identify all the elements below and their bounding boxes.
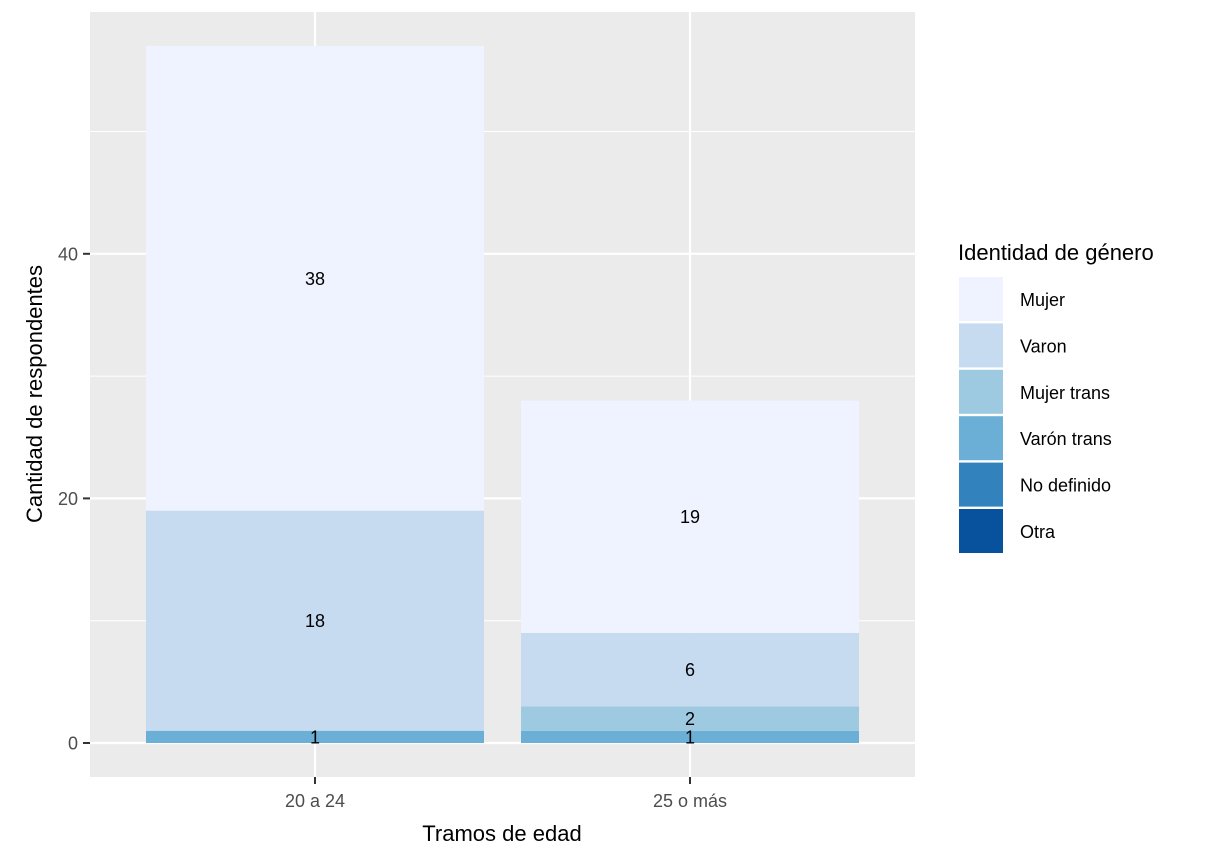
legend-swatch bbox=[959, 277, 1003, 321]
y-axis-title: Cantidad de respondentes bbox=[22, 265, 47, 523]
bar-segment bbox=[521, 706, 859, 731]
data-label: 6 bbox=[685, 660, 695, 680]
data-label: 19 bbox=[680, 507, 700, 527]
data-label: 18 bbox=[305, 611, 325, 631]
legend-swatch bbox=[959, 369, 1003, 414]
legend-items: Mujer Varon Mujer trans Varón trans No defin… bbox=[959, 277, 1112, 553]
legend-swatch bbox=[959, 416, 1003, 461]
x-tick-label: 20 a 24 bbox=[285, 791, 345, 811]
y-tick-label: 0 bbox=[68, 734, 78, 754]
legend-swatch bbox=[959, 462, 1003, 507]
legend-label: No definido bbox=[1020, 476, 1111, 496]
legend-label: Varon bbox=[1020, 336, 1067, 356]
bar-segment bbox=[521, 400, 859, 633]
data-label: 38 bbox=[305, 269, 325, 289]
legend-label: Mujer bbox=[1020, 290, 1065, 310]
legend-label: Otra bbox=[1020, 522, 1056, 542]
bar-segment bbox=[146, 730, 484, 743]
bars bbox=[146, 45, 859, 743]
data-label: 1 bbox=[310, 727, 320, 747]
y-tick-label: 20 bbox=[58, 489, 78, 509]
legend: Identidad de género Mujer Varon Mujer tran… bbox=[958, 240, 1154, 553]
legend-swatch bbox=[959, 509, 1003, 553]
legend-title: Identidad de género bbox=[958, 240, 1154, 265]
legend-label: Varón trans bbox=[1020, 429, 1112, 449]
bar-segment bbox=[521, 730, 859, 743]
legend-swatch bbox=[959, 323, 1003, 368]
bar-segment bbox=[146, 45, 484, 511]
bar-segment bbox=[146, 510, 484, 731]
data-label: 1 bbox=[685, 727, 695, 747]
x-tick-label: 25 o más bbox=[653, 791, 727, 811]
legend-label: Mujer trans bbox=[1020, 383, 1110, 403]
bar-segment bbox=[521, 632, 859, 707]
axes: 0 20 40 20 a 24 25 o más bbox=[58, 244, 727, 811]
y-tick-label: 40 bbox=[58, 244, 78, 264]
x-axis-title: Tramos de edad bbox=[422, 821, 581, 846]
data-label: 2 bbox=[685, 709, 695, 729]
